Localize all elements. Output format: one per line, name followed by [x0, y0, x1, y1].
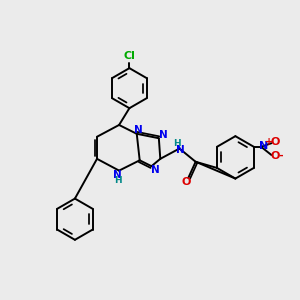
Text: O: O	[181, 177, 190, 188]
Text: O: O	[271, 151, 280, 160]
Text: N: N	[113, 170, 122, 180]
Text: N: N	[176, 145, 185, 155]
Text: N: N	[159, 130, 167, 140]
Text: O: O	[271, 137, 280, 147]
Text: Cl: Cl	[124, 51, 135, 62]
Text: -: -	[278, 151, 283, 160]
Text: N: N	[259, 141, 268, 151]
Text: N: N	[134, 125, 142, 135]
Text: H: H	[173, 139, 180, 148]
Text: N: N	[151, 165, 159, 175]
Text: +: +	[265, 137, 273, 147]
Text: H: H	[114, 176, 122, 184]
